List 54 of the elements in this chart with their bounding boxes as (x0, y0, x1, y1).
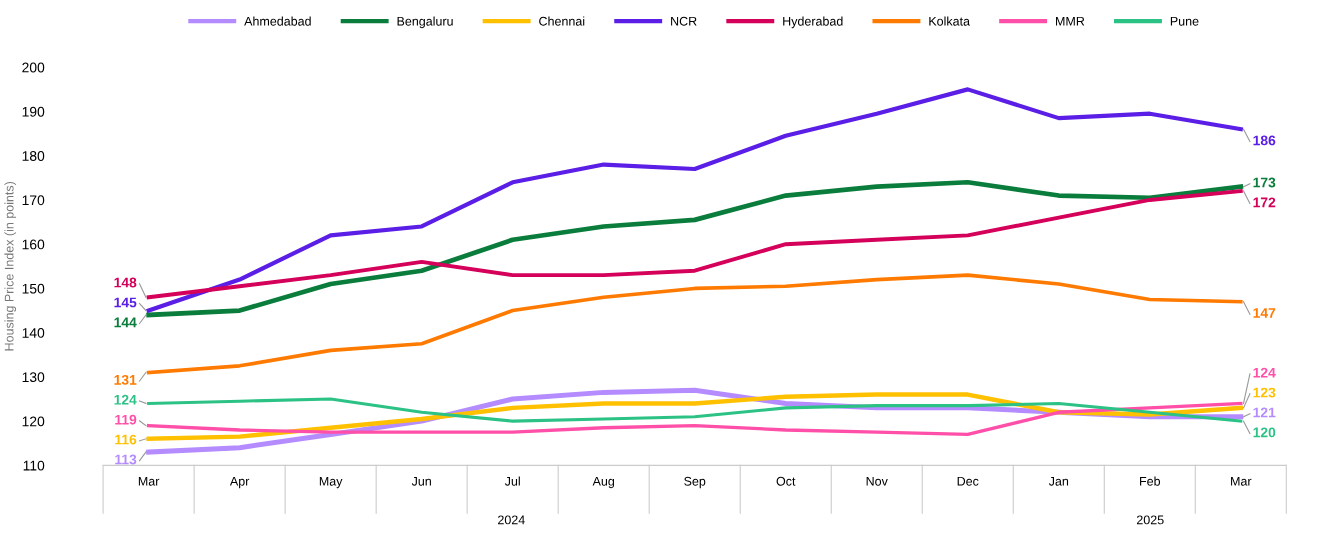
line-series (146, 87, 1243, 313)
y-tick-label: 110 (23, 460, 45, 471)
y-tick-label: 130 (22, 372, 45, 383)
data-label: 119 (115, 414, 137, 425)
data-label: 186 (1253, 135, 1276, 146)
y-tick-label: 120 (22, 416, 45, 427)
legend-label: NCR (671, 16, 697, 26)
text: 2025 (1136, 515, 1164, 525)
y-axis-title: Housing Price Index (in points) (4, 181, 17, 351)
y-tick-label: 140 (22, 328, 45, 338)
data-label: 147 (1253, 308, 1276, 318)
data-label: 131 (114, 374, 137, 385)
y-tick-label: 170 (22, 195, 45, 206)
data-label: 123 (1253, 387, 1276, 398)
data-label: 124 (1253, 367, 1276, 378)
x-tick-label: Jun (411, 476, 431, 486)
x-tick-label: Aug (592, 476, 615, 489)
y-tick-label: 200 (22, 62, 45, 73)
data-label: 120 (1253, 427, 1276, 438)
x-tick-label: Mar (1231, 476, 1252, 486)
y-tick-label: 160 (22, 239, 45, 250)
data-label: 116 (115, 434, 137, 445)
x-tick-label: Mar (138, 476, 160, 486)
data-label: 121 (1253, 407, 1276, 418)
line-series (146, 273, 1243, 375)
x-tick-label: Dec (957, 476, 979, 486)
y-tick-label: 190 (22, 106, 45, 117)
y-tick-label: 180 (22, 151, 45, 161)
data-label: 172 (1253, 197, 1276, 208)
line-series (146, 401, 1243, 437)
legend-label: Bengaluru (397, 16, 453, 29)
text: 2024 (498, 515, 525, 525)
x-tick-label: Nov (866, 476, 888, 486)
x-tick-label: Feb (1140, 476, 1161, 486)
data-label: 124 (114, 394, 137, 405)
data-label: 148 (114, 277, 137, 288)
x-tick-label: Jan (1048, 476, 1069, 486)
x-tick-label: May (319, 476, 343, 489)
x-tick-label: Jul (504, 476, 520, 486)
data-label: 173 (1253, 177, 1276, 188)
legend-label: Ahmedabad (244, 16, 311, 26)
line-series (146, 189, 1243, 300)
x-tick-label: Sep (684, 476, 706, 489)
x-tick-label: Oct (776, 476, 796, 486)
y-tick-label: 150 (22, 283, 45, 294)
x-tick-label: Apr (229, 476, 250, 489)
data-label: 113 (115, 454, 137, 465)
legend-label: MMR (1056, 16, 1085, 26)
legend-label: Hyderabad (783, 16, 843, 29)
legend-label: Pune (1170, 16, 1199, 26)
legend-label: Chennai (539, 16, 585, 26)
legend-label: Kolkata (929, 16, 970, 26)
data-label: 144 (114, 317, 137, 328)
data-label: 145 (114, 297, 137, 308)
